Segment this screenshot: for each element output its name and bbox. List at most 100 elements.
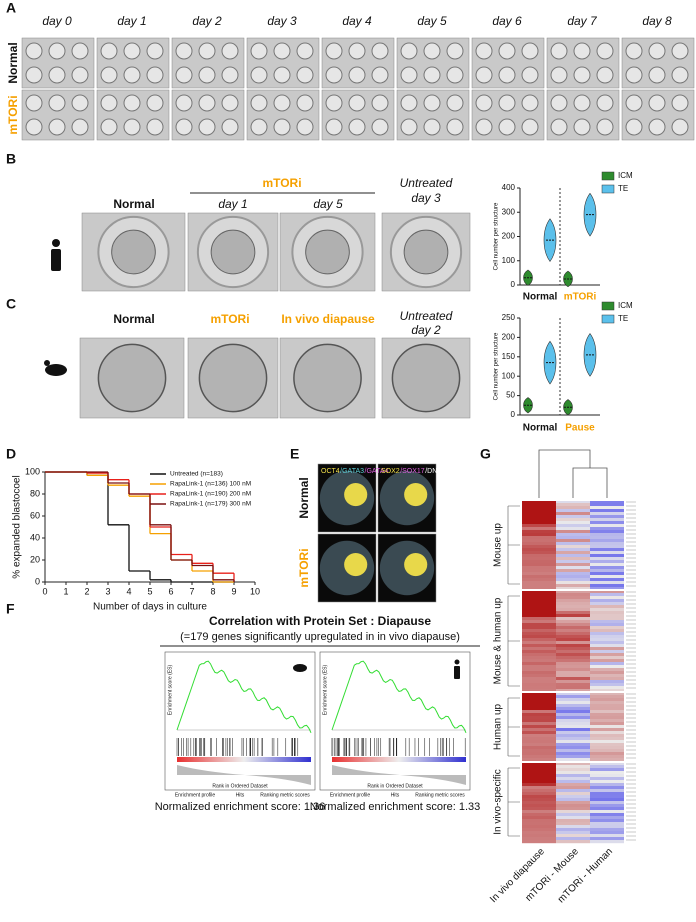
heat-cell: [590, 780, 624, 784]
heat-cell: [522, 840, 556, 844]
label: Enrichment score (ES): [322, 665, 328, 716]
heat-cell: [590, 825, 624, 829]
heat-cell: [590, 765, 624, 769]
heat-cell: [522, 605, 556, 609]
well: [475, 42, 493, 60]
heat-cell: [556, 653, 590, 657]
heat-cell: [556, 515, 590, 519]
well: [48, 42, 66, 60]
micrograph: [246, 37, 320, 89]
heat-cell: [590, 569, 624, 573]
heat-cell: [522, 512, 556, 516]
heat-cell: [522, 674, 556, 678]
well: [25, 94, 43, 112]
label: TE: [618, 314, 628, 323]
heat-cell: [590, 683, 624, 687]
label: Normal: [297, 477, 311, 518]
heat-cell: [556, 644, 590, 648]
heat-cell: [556, 755, 590, 759]
well: [400, 42, 418, 60]
heat-cell: [522, 698, 556, 702]
heat-cell: [590, 698, 624, 702]
heat-cell: [556, 804, 590, 808]
well: [498, 118, 516, 136]
micrograph: [21, 37, 95, 89]
heat-cell: [522, 551, 556, 555]
heat-cell: [556, 668, 590, 672]
heat-cell: [590, 644, 624, 648]
mouse-icon: [44, 360, 50, 366]
label: F: [6, 601, 15, 617]
heat-cell: [556, 551, 590, 555]
row-dendrogram: [507, 767, 520, 837]
label: 100: [25, 466, 40, 476]
well: [296, 42, 314, 60]
label: 9: [231, 586, 236, 596]
heat-cell: [590, 807, 624, 811]
well: [446, 42, 464, 60]
heat-cell: [522, 623, 556, 627]
well: [250, 94, 268, 112]
heat-cell: [522, 611, 556, 615]
micrograph: [171, 37, 245, 89]
label: 100: [502, 371, 516, 380]
heat-cell: [522, 680, 556, 684]
label: Normalized enrichment score: 1.36: [155, 801, 326, 813]
heat-cell: [522, 677, 556, 681]
human-icon: [51, 249, 61, 271]
well: [596, 42, 614, 60]
micrograph: [246, 89, 320, 141]
well: [521, 118, 539, 136]
well: [498, 66, 516, 84]
heat-cell: [590, 512, 624, 516]
row-dendrogram: [507, 505, 520, 585]
gsea-frame: [319, 651, 471, 791]
heat-cell: [590, 614, 624, 618]
heat-cell: [556, 831, 590, 835]
label: D: [6, 446, 16, 462]
heat-cell: [590, 590, 624, 594]
heat-cell: [522, 545, 556, 549]
heat-cell: [590, 768, 624, 772]
label: 5: [147, 586, 152, 596]
heat-cell: [556, 632, 590, 636]
heat-cell: [522, 819, 556, 823]
heat-cell: [556, 545, 590, 549]
well: [221, 94, 239, 112]
heat-cell: [556, 837, 590, 841]
heat-cell: [556, 807, 590, 811]
heat-cell: [590, 837, 624, 841]
well: [573, 66, 591, 84]
label: ICM: [618, 301, 633, 310]
label: 60: [30, 510, 40, 520]
well: [325, 118, 343, 136]
heat-cell: [590, 602, 624, 606]
heat-cell: [556, 777, 590, 781]
embryo: [403, 229, 449, 275]
heat-cell: [522, 725, 556, 729]
heat-cell: [590, 743, 624, 747]
heat-cell: [522, 834, 556, 838]
heat-cell: [556, 707, 590, 711]
heat-cell: [590, 774, 624, 778]
heat-cell: [590, 635, 624, 639]
heat-cell: [590, 551, 624, 555]
heat-cell: [590, 653, 624, 657]
heat-cell: [556, 590, 590, 594]
label: day 3: [411, 191, 441, 205]
micrograph: [279, 212, 376, 292]
well: [123, 118, 141, 136]
heat-cell: [590, 599, 624, 603]
label: mTORi: [210, 312, 249, 326]
heat-cell: [556, 728, 590, 732]
heat-cell: [590, 789, 624, 793]
heat-cell: [522, 813, 556, 817]
heat-cell: [590, 623, 624, 627]
heat-cell: [522, 758, 556, 762]
legend-swatch: [601, 314, 615, 324]
heat-cell: [590, 593, 624, 597]
heat-cell: [590, 572, 624, 576]
well: [250, 42, 268, 60]
heat-cell: [522, 509, 556, 513]
heat-cell: [522, 647, 556, 651]
